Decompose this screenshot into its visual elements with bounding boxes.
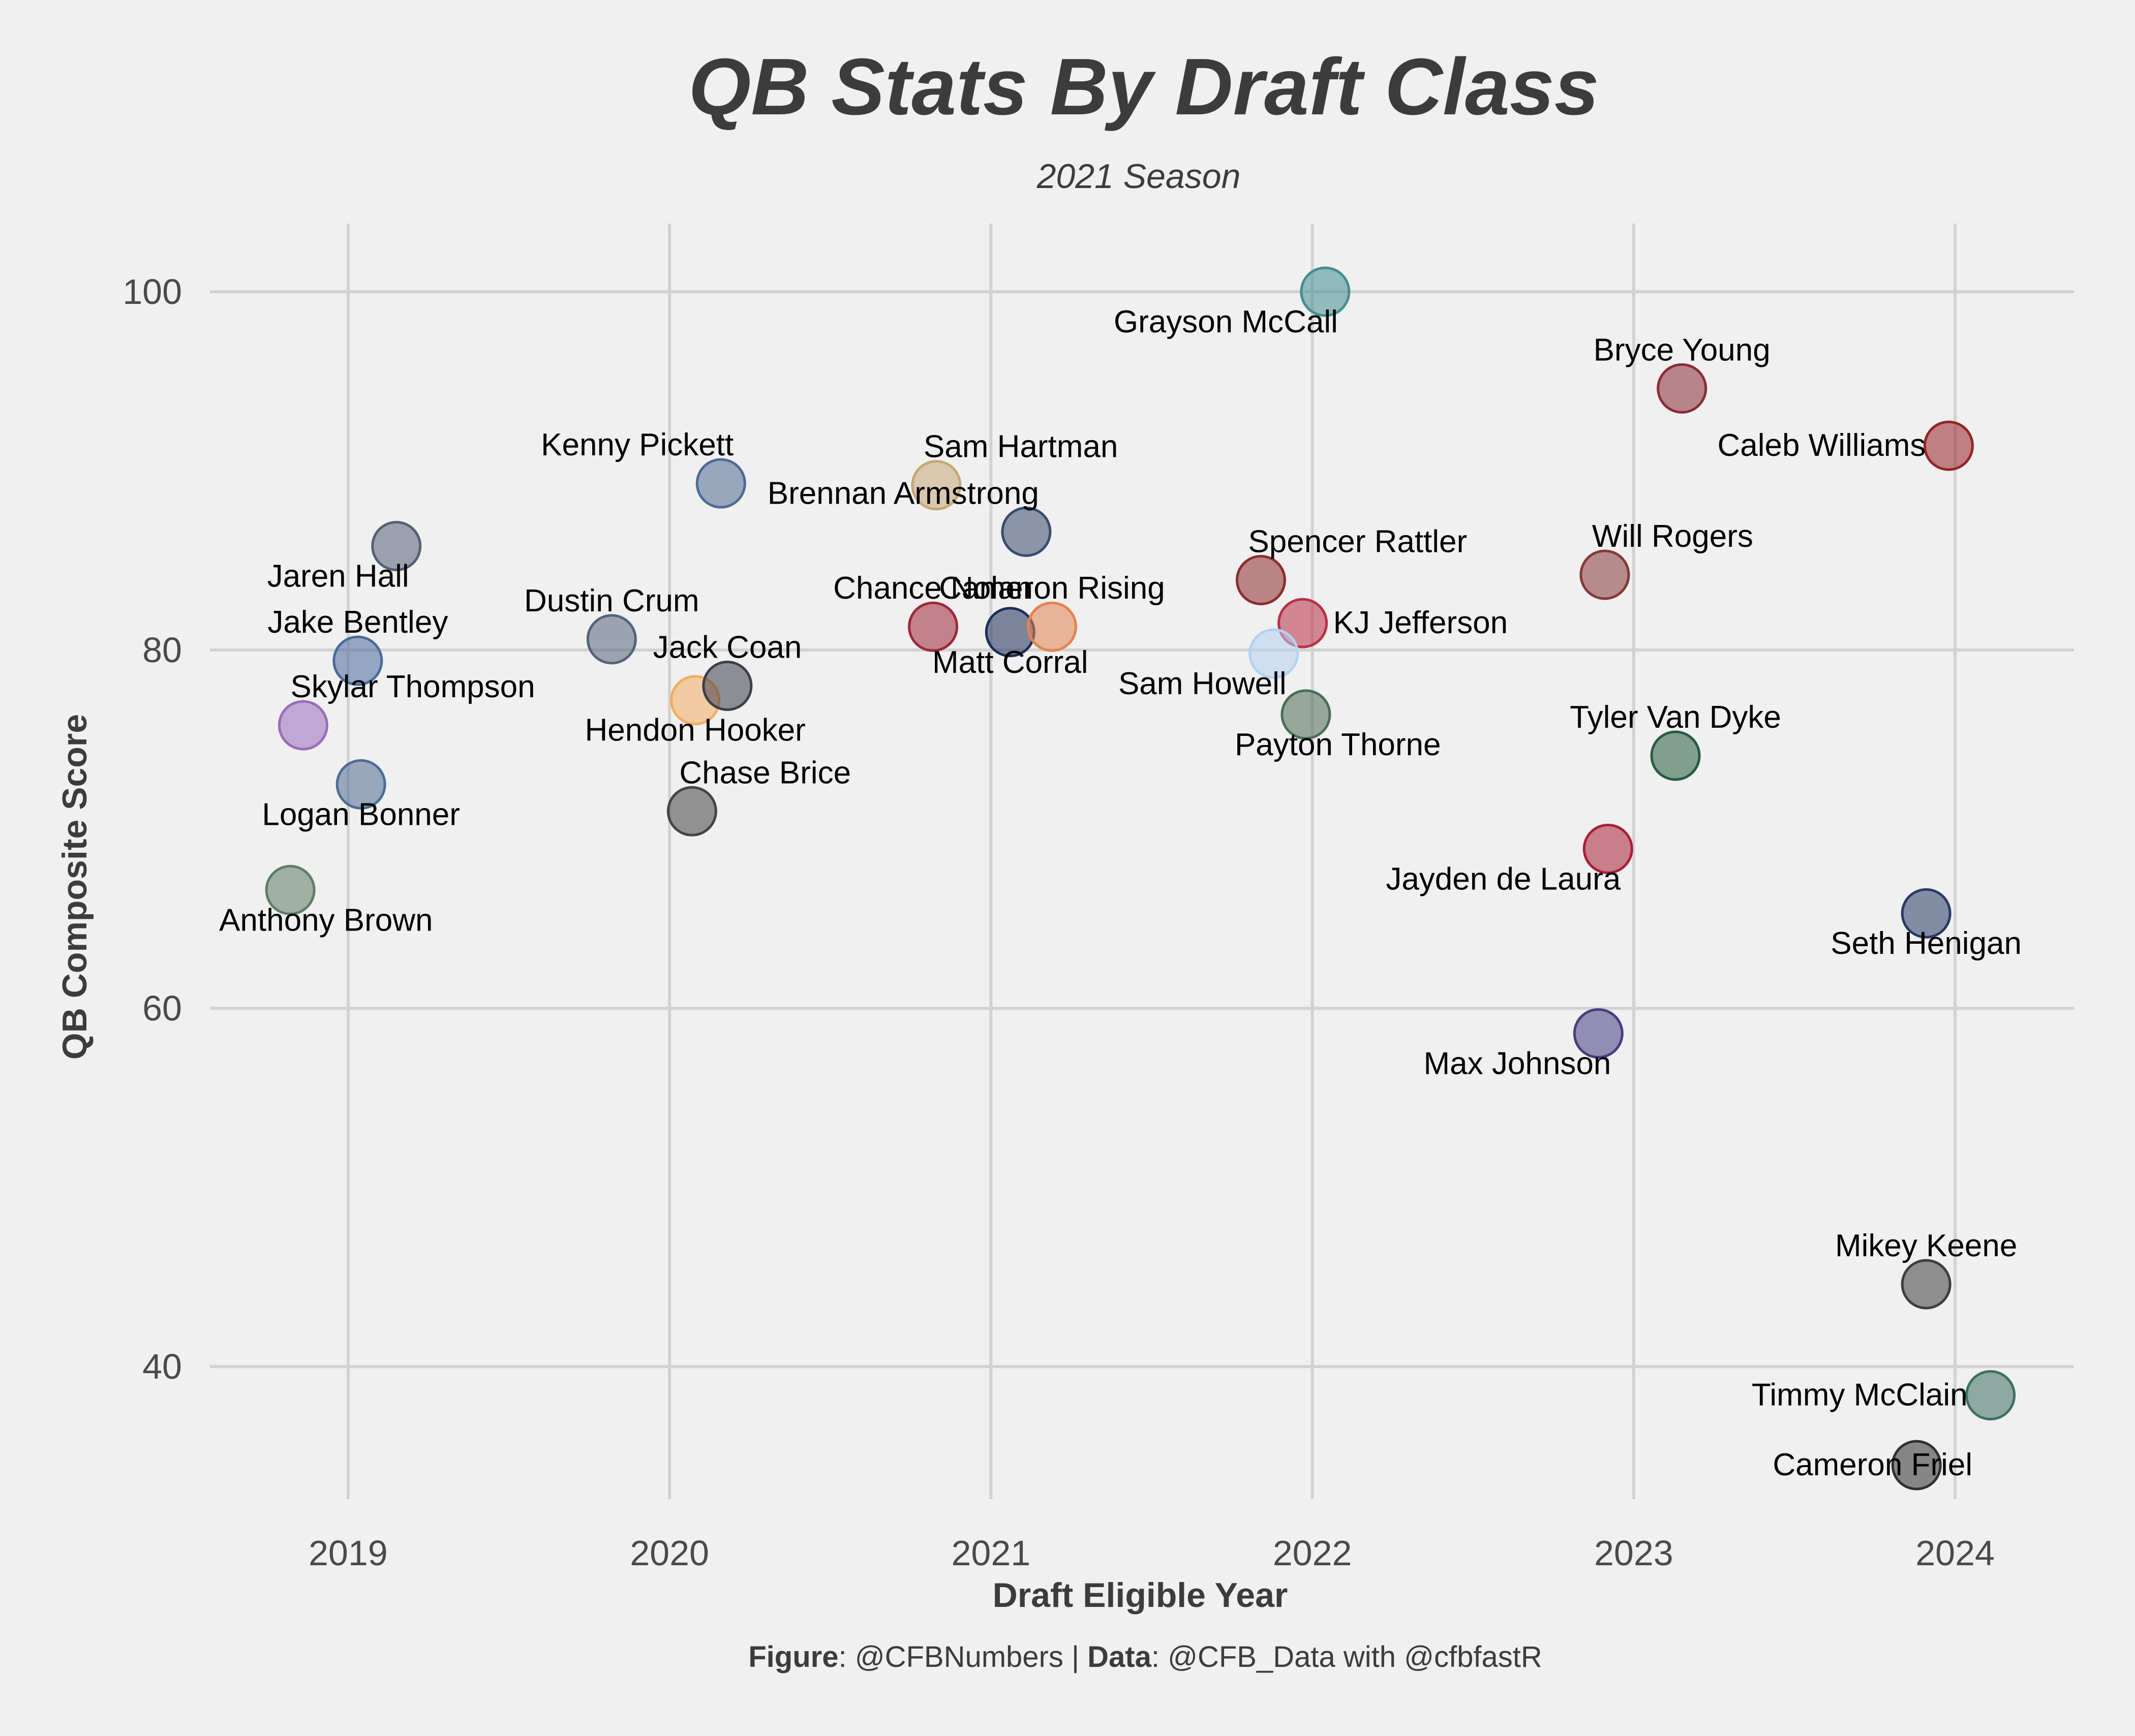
scatter-point [1657,363,1707,414]
caption-data-value: : @CFB_Data with @cfbfastR [1151,1640,1542,1673]
point-label: Will Rogers [1592,519,1753,554]
point-label: Hendon Hooker [585,713,806,748]
scatter-point [702,661,753,711]
point-label: Caleb Williams [1717,428,1926,463]
y-tick-label: 80 [142,630,182,670]
x-tick-label: 2020 [630,1533,709,1573]
scatter-point [586,614,637,665]
x-tick-label: 2022 [1273,1533,1352,1573]
scatter-points [265,266,2016,1491]
grid [210,224,2074,1499]
scatter-point [1901,1259,1951,1310]
scatter-point [1280,689,1331,740]
scatter-point [1573,1008,1624,1059]
x-axis-title: Draft Eligible Year [993,1576,1288,1615]
scatter-point [1001,506,1052,557]
scatter-point [1235,555,1286,606]
scatter-point [1582,823,1633,874]
point-label: Cameron Rising [939,571,1165,606]
scatter-point [332,635,383,686]
point-label: Mikey Keene [1835,1228,2017,1263]
point-label: Sam Hartman [924,429,1118,464]
chart-title: QB Stats By Draft Class [688,42,1599,132]
point-label: Kenny Pickett [541,427,734,462]
point-label: Bryce Young [1594,332,1771,367]
point-label: Matt Corral [932,645,1088,680]
point-label: Jayden de Laura [1386,861,1621,896]
y-tick-label: 40 [142,1347,182,1386]
scatter-point [278,700,328,751]
point-label: Seth Henigan [1831,926,2022,961]
scatter-point [265,864,316,915]
tick-labels: 2019 2020 2021 2022 2023 2024 40 60 80 100 [123,272,1995,1573]
point-label: Jaren Hall [267,559,409,594]
point-label: Tyler Van Dyke [1570,700,1781,735]
point-label: Jake Bentley [267,605,448,640]
point-label: Sam Howell [1118,666,1287,701]
y-tick-label: 100 [123,272,182,312]
point-labels: Jaren Hall Jake Bentley Skylar Thompson Log… [219,304,2022,1482]
point-label: Jack Coan [653,630,802,665]
scatter-point [1579,549,1630,600]
scatter-point [908,601,959,652]
point-label: KJ Jefferson [1333,605,1508,640]
scatter-point [1026,601,1077,652]
point-label: Spencer Rattler [1248,524,1467,560]
caption-data-label: Data [1087,1640,1151,1673]
point-label: Payton Thorne [1235,727,1441,762]
point-label: Timmy McClain [1752,1378,1968,1413]
scatter-point [336,759,386,810]
point-label: Dustin Crum [524,583,699,618]
scatter-point [1923,420,1974,471]
scatter-point [911,460,962,511]
x-tick-label: 2023 [1594,1533,1673,1573]
caption-figure-value: : @CFBNumbers | [838,1640,1087,1673]
x-tick-label: 2019 [309,1533,388,1573]
point-label: Chance Nolan [833,571,1033,606]
chart-subtitle: 2021 Season [1036,157,1241,196]
point-label: Anthony Brown [219,903,433,938]
scatter-point [1891,1440,1942,1491]
y-axis-title: QB Composite Score [55,714,94,1060]
scatter-point [666,786,717,836]
scatter-point [1650,730,1701,781]
caption: Figure: @CFBNumbers | Data: @CFB_Data wi… [748,1640,1542,1673]
scatter-point [1248,628,1299,679]
scatter-point [695,458,746,509]
point-label: Grayson McCall [1114,304,1338,339]
scatter-point [1965,1370,2016,1421]
scatter-point [1901,888,1951,939]
point-label: Logan Bonner [262,797,460,832]
point-label: Cameron Friel [1773,1447,1972,1482]
y-tick-label: 60 [142,988,182,1028]
point-label: Brennan Armstrong [768,476,1039,511]
scatter-point [1300,266,1351,317]
scatter-point [371,521,422,572]
x-tick-label: 2024 [1915,1533,1995,1573]
point-label: Skylar Thompson [290,669,535,704]
point-label: Chase Brice [679,755,851,790]
x-tick-label: 2021 [951,1533,1030,1573]
caption-figure-label: Figure [748,1640,838,1673]
point-label: Max Johnson [1424,1046,1611,1081]
